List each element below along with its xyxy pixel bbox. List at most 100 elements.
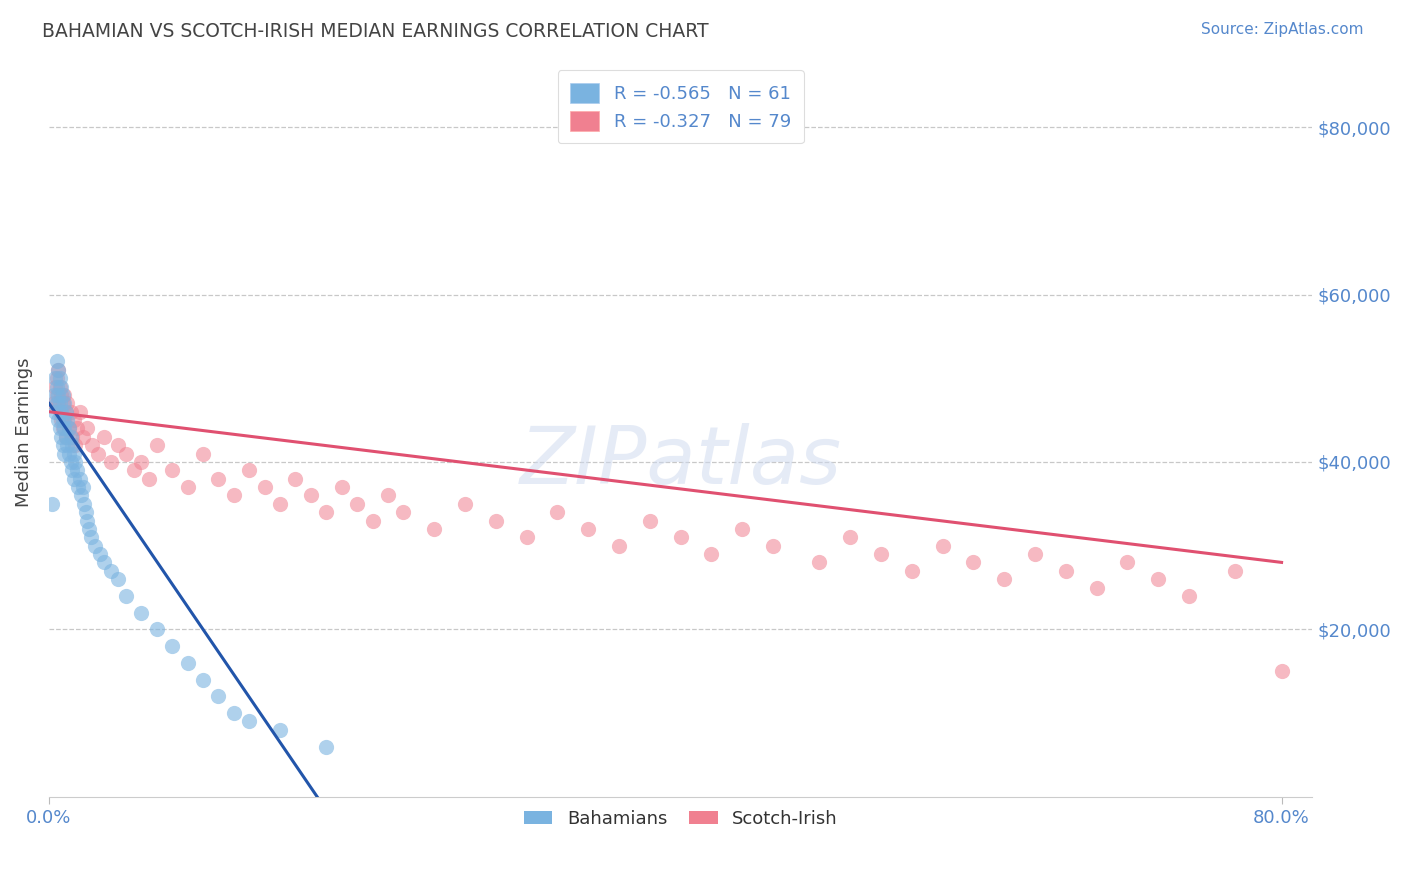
Point xyxy=(49,396,72,410)
Point xyxy=(52,396,75,410)
Point xyxy=(191,446,214,460)
Point xyxy=(46,363,69,377)
Point xyxy=(1085,581,1108,595)
Point xyxy=(76,421,98,435)
Point xyxy=(107,438,129,452)
Point xyxy=(901,564,924,578)
Point xyxy=(67,480,90,494)
Point xyxy=(70,488,93,502)
Point xyxy=(62,413,84,427)
Point xyxy=(191,673,214,687)
Point xyxy=(731,522,754,536)
Point xyxy=(76,514,98,528)
Point xyxy=(361,514,384,528)
Legend: Bahamians, Scotch-Irish: Bahamians, Scotch-Irish xyxy=(516,803,845,835)
Point xyxy=(59,430,82,444)
Point xyxy=(69,405,91,419)
Point xyxy=(146,623,169,637)
Point xyxy=(49,371,72,385)
Point xyxy=(66,421,89,435)
Point xyxy=(115,446,138,460)
Point xyxy=(73,497,96,511)
Point xyxy=(607,539,630,553)
Point xyxy=(45,396,67,410)
Point xyxy=(59,405,82,419)
Point xyxy=(49,379,72,393)
Point xyxy=(346,497,368,511)
Point xyxy=(93,430,115,444)
Point xyxy=(131,606,153,620)
Point xyxy=(207,472,229,486)
Point xyxy=(66,463,89,477)
Point xyxy=(53,396,76,410)
Point xyxy=(1178,589,1201,603)
Point xyxy=(82,438,104,452)
Point xyxy=(146,438,169,452)
Point xyxy=(58,421,80,435)
Point xyxy=(315,505,337,519)
Point xyxy=(72,430,94,444)
Point xyxy=(56,438,79,452)
Point xyxy=(44,379,66,393)
Point xyxy=(100,564,122,578)
Point xyxy=(1225,564,1247,578)
Point xyxy=(45,354,67,368)
Point xyxy=(45,388,67,402)
Point xyxy=(93,555,115,569)
Point xyxy=(46,396,69,410)
Point xyxy=(122,463,145,477)
Point xyxy=(52,413,75,427)
Point xyxy=(58,421,80,435)
Point xyxy=(69,472,91,486)
Point xyxy=(669,530,692,544)
Point xyxy=(1116,555,1139,569)
Point xyxy=(253,480,276,494)
Point xyxy=(51,405,73,419)
Point xyxy=(42,388,65,402)
Point xyxy=(62,446,84,460)
Point xyxy=(52,438,75,452)
Point xyxy=(75,505,97,519)
Y-axis label: Median Earnings: Median Earnings xyxy=(15,358,32,508)
Point xyxy=(238,463,260,477)
Point xyxy=(176,656,198,670)
Point xyxy=(63,438,86,452)
Point xyxy=(638,514,661,528)
Point xyxy=(107,572,129,586)
Point xyxy=(576,522,599,536)
Point xyxy=(115,589,138,603)
Point xyxy=(808,555,831,569)
Point xyxy=(546,505,568,519)
Point xyxy=(993,572,1015,586)
Point xyxy=(1147,572,1170,586)
Point xyxy=(55,430,77,444)
Text: Source: ZipAtlas.com: Source: ZipAtlas.com xyxy=(1201,22,1364,37)
Point xyxy=(77,522,100,536)
Text: BAHAMIAN VS SCOTCH-IRISH MEDIAN EARNINGS CORRELATION CHART: BAHAMIAN VS SCOTCH-IRISH MEDIAN EARNINGS… xyxy=(42,22,709,41)
Point xyxy=(72,480,94,494)
Point xyxy=(87,446,110,460)
Point xyxy=(60,463,83,477)
Point xyxy=(931,539,953,553)
Point xyxy=(51,413,73,427)
Point xyxy=(131,455,153,469)
Point xyxy=(46,413,69,427)
Point xyxy=(222,488,245,502)
Point xyxy=(84,539,107,553)
Point xyxy=(79,530,101,544)
Point xyxy=(51,430,73,444)
Point xyxy=(55,405,77,419)
Point xyxy=(49,421,72,435)
Point xyxy=(315,739,337,754)
Point xyxy=(89,547,111,561)
Point xyxy=(41,497,63,511)
Point xyxy=(238,714,260,729)
Point xyxy=(284,472,307,486)
Point xyxy=(700,547,723,561)
Point xyxy=(269,723,291,737)
Point xyxy=(52,388,75,402)
Point xyxy=(454,497,477,511)
Point xyxy=(53,421,76,435)
Point xyxy=(59,455,82,469)
Point xyxy=(63,455,86,469)
